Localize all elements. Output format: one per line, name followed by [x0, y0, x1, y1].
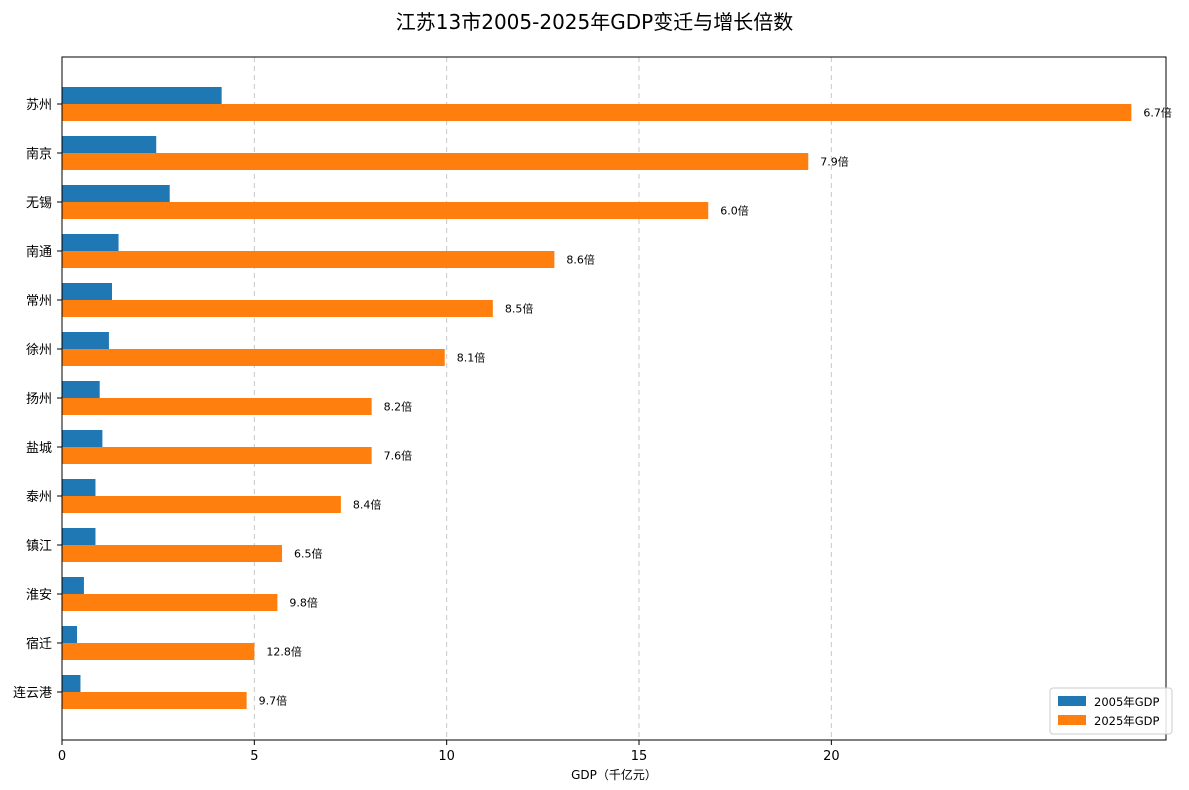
y-tick-label-盐城: 盐城 — [26, 441, 52, 456]
y-tick-label-扬州: 扬州 — [26, 392, 52, 407]
x-axis-label: GDP（千亿元） — [571, 768, 657, 782]
growth-label-无锡: 6.0倍 — [720, 204, 749, 218]
bar-2025-无锡 — [62, 202, 709, 219]
bar-2025-南通 — [62, 251, 555, 268]
y-tick-label-无锡: 无锡 — [26, 196, 52, 211]
growth-label-镇江: 6.5倍 — [294, 547, 323, 561]
bar-2005-泰州 — [62, 479, 96, 496]
legend-label: 2005年GDP — [1094, 695, 1160, 709]
y-tick-label-徐州: 徐州 — [26, 343, 52, 358]
growth-label-徐州: 8.1倍 — [457, 351, 486, 365]
x-axis: 0 5 10 15 20 — [58, 740, 840, 764]
y-tick-label-南京: 南京 — [26, 146, 52, 162]
bar-2005-宿迁 — [62, 626, 78, 643]
y-tick-label-淮安: 淮安 — [26, 588, 52, 603]
grid-lines — [253, 57, 832, 740]
y-tick-label-南通: 南通 — [26, 244, 52, 260]
bar-2025-连云港 — [62, 692, 247, 709]
bar-2005-徐州 — [62, 332, 109, 349]
bar-2025-盐城 — [62, 447, 372, 464]
growth-label-连云港: 9.7倍 — [259, 694, 288, 708]
growth-label-南京: 7.9倍 — [820, 155, 849, 169]
bar-2005-常州 — [62, 283, 113, 300]
growth-annotations: 6.7倍 7.9倍 6.0倍 8.6倍 8.5倍 8.1倍 8.2倍 7.6倍 8.4倍 6.5倍… — [259, 106, 1172, 708]
bar-2025-镇江 — [62, 545, 283, 562]
growth-label-苏州: 6.7倍 — [1143, 106, 1172, 120]
x-tick-label: 15 — [631, 749, 648, 764]
y-tick-label-泰州: 泰州 — [26, 490, 52, 505]
y-tick-label-宿迁: 宿迁 — [26, 636, 52, 652]
bar-2005-苏州 — [62, 87, 222, 104]
bar-2025-苏州 — [62, 104, 1132, 121]
x-tick-label: 5 — [250, 749, 258, 764]
chart-title: 江苏13市2005-2025年GDP变迁与增长倍数 — [395, 10, 794, 34]
legend-swatch — [1058, 715, 1086, 725]
growth-label-泰州: 8.4倍 — [353, 498, 382, 512]
bars — [62, 87, 1132, 709]
growth-label-南通: 8.6倍 — [566, 253, 595, 267]
x-tick-label: 20 — [823, 749, 840, 764]
bar-2005-镇江 — [62, 528, 96, 545]
growth-label-淮安: 9.8倍 — [289, 596, 318, 610]
growth-label-宿迁: 12.8倍 — [266, 645, 302, 659]
growth-label-扬州: 8.2倍 — [384, 400, 413, 414]
bar-2005-无锡 — [62, 185, 170, 202]
bar-2005-南京 — [62, 136, 157, 153]
bar-2025-宿迁 — [62, 643, 255, 660]
y-tick-label-常州: 常州 — [26, 294, 52, 309]
bar-2025-扬州 — [62, 398, 372, 415]
y-tick-label-苏州: 苏州 — [26, 97, 52, 113]
legend: 2005年GDP 2025年GDP — [1049, 687, 1173, 735]
bar-2005-连云港 — [62, 675, 81, 692]
bar-2005-扬州 — [62, 381, 100, 398]
bar-2025-淮安 — [62, 594, 278, 611]
bar-2005-南通 — [62, 234, 119, 251]
growth-label-常州: 8.5倍 — [505, 302, 533, 316]
bar-2025-徐州 — [62, 349, 445, 366]
x-tick-label: 10 — [438, 749, 455, 764]
legend-swatch — [1058, 696, 1086, 706]
bar-2005-淮安 — [62, 577, 84, 594]
y-tick-label-镇江: 镇江 — [26, 539, 52, 554]
bar-2005-盐城 — [62, 430, 103, 447]
legend-label: 2025年GDP — [1094, 714, 1160, 728]
bar-2025-常州 — [62, 300, 493, 317]
bar-2025-南京 — [62, 153, 809, 170]
y-tick-label-连云港: 连云港 — [13, 685, 52, 701]
x-tick-label: 0 — [58, 749, 66, 764]
bar-2025-泰州 — [62, 496, 341, 513]
growth-label-盐城: 7.6倍 — [384, 449, 413, 463]
